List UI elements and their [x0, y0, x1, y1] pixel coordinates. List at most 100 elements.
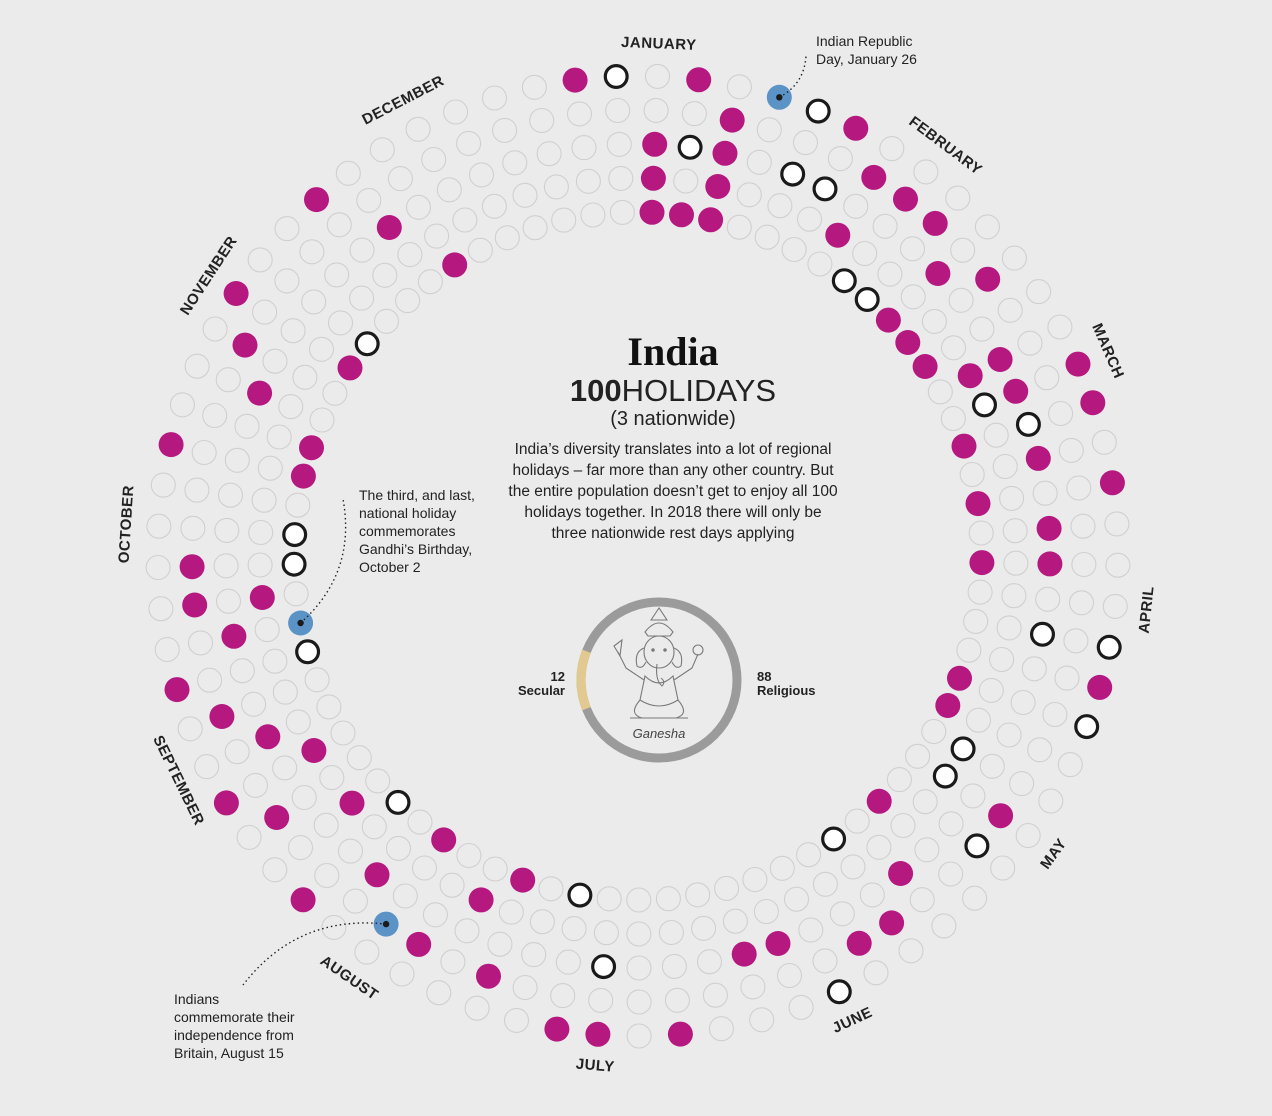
day-dot [561, 916, 587, 942]
holiday-dot-secular [282, 522, 308, 548]
holiday-dot-secular [826, 979, 852, 1005]
day-dot [252, 299, 278, 325]
holiday-dot-religious [1099, 470, 1125, 496]
holiday-dot-religious [364, 862, 390, 888]
day-dot [1010, 689, 1036, 716]
annotation-gandhi: The third, and last, national holiday co… [359, 487, 475, 575]
day-dot [405, 116, 431, 142]
holiday-dot-secular [1074, 714, 1100, 740]
holiday-dot-religious [846, 930, 872, 956]
day-dot [843, 193, 869, 219]
day-dot [464, 995, 490, 1021]
holiday-dot-religious [299, 435, 324, 461]
holiday-dot-religious [639, 199, 665, 225]
day-dot [575, 168, 601, 194]
day-dot [262, 648, 288, 674]
holiday-dot-religious [765, 931, 791, 956]
day-dot [194, 754, 220, 780]
day-dot [248, 519, 274, 546]
holiday-dot-religious [209, 704, 235, 729]
day-dot [407, 809, 433, 835]
holiday-dot-secular [805, 98, 831, 124]
holiday-dot-religious [585, 1021, 611, 1047]
holiday-dot-religious [951, 433, 977, 459]
day-dot [965, 707, 992, 733]
day-dot [921, 718, 947, 745]
day-dot [145, 554, 171, 581]
day-dot [389, 961, 415, 987]
day-dot [1001, 583, 1027, 609]
month-label-april: APRIL [1136, 585, 1158, 634]
day-dot [626, 989, 652, 1015]
day-dot [148, 596, 174, 622]
day-dots [145, 63, 1131, 1049]
holiday-dot-religious [301, 738, 327, 763]
day-dot [609, 199, 635, 225]
day-dot [278, 394, 304, 420]
day-dot [726, 74, 752, 100]
day-dot [644, 63, 671, 89]
holiday-dot-religious [975, 266, 1001, 292]
day-dot [1015, 822, 1041, 849]
holiday-dot-religious [442, 252, 468, 278]
holiday-dot-religious [376, 215, 402, 240]
day-dot [292, 364, 318, 390]
day-dot [191, 439, 217, 466]
day-dot [974, 214, 1000, 240]
day-dot [236, 824, 262, 850]
day-dot [417, 269, 443, 295]
day-dot [1047, 314, 1073, 340]
day-dot [914, 837, 940, 863]
holiday-dot-religious [158, 432, 184, 458]
religious-label: 88 Religious [757, 670, 837, 698]
day-dot [959, 461, 985, 488]
day-dot [807, 251, 833, 277]
day-dot [673, 168, 699, 194]
day-dot [956, 637, 982, 663]
day-dot [322, 380, 348, 406]
day-dot [272, 679, 298, 705]
holiday-dot-religious [290, 463, 316, 489]
holiday-label: HOLIDAYS [621, 373, 777, 408]
day-dot [356, 187, 382, 213]
day-dot [963, 608, 989, 634]
page-title: India [627, 329, 719, 374]
day-dot [349, 285, 375, 311]
day-dot [436, 177, 462, 203]
holiday-dot-religious [875, 307, 901, 333]
day-dot [247, 552, 273, 578]
day-dot [691, 915, 717, 941]
day-dot [1054, 665, 1080, 691]
day-dot [776, 962, 803, 989]
day-dot [395, 288, 421, 314]
leader-line-gandhi [300, 498, 347, 624]
holiday-dot-religious [988, 803, 1014, 829]
day-dot [746, 149, 772, 175]
day-dot [702, 982, 728, 1008]
day-dot [708, 1016, 734, 1042]
day-dot [254, 617, 280, 643]
month-label-may: MAY [1037, 835, 1070, 872]
day-dot [224, 447, 250, 473]
holiday-dot-religious [562, 67, 588, 93]
day-dot [1003, 550, 1029, 576]
holiday-dot-religious [705, 174, 731, 199]
day-dot [361, 814, 387, 840]
holiday-dot-secular [780, 161, 806, 187]
holiday-dot-religious [1036, 515, 1062, 541]
day-dot [272, 755, 298, 781]
day-dot [1026, 279, 1052, 305]
day-dot [788, 994, 814, 1020]
day-dot [424, 223, 450, 249]
day-dot [1066, 475, 1092, 501]
ganesha-illustration [613, 607, 704, 719]
day-dot [184, 477, 210, 503]
day-dot [481, 193, 507, 219]
holiday-dot-secular [1029, 621, 1055, 647]
day-dot [257, 455, 283, 481]
holiday-dot-religious [686, 67, 712, 93]
day-dot [187, 630, 214, 656]
day-dot [969, 316, 995, 342]
deity-caption: Ganesha [633, 726, 686, 741]
day-dot [1021, 656, 1047, 682]
